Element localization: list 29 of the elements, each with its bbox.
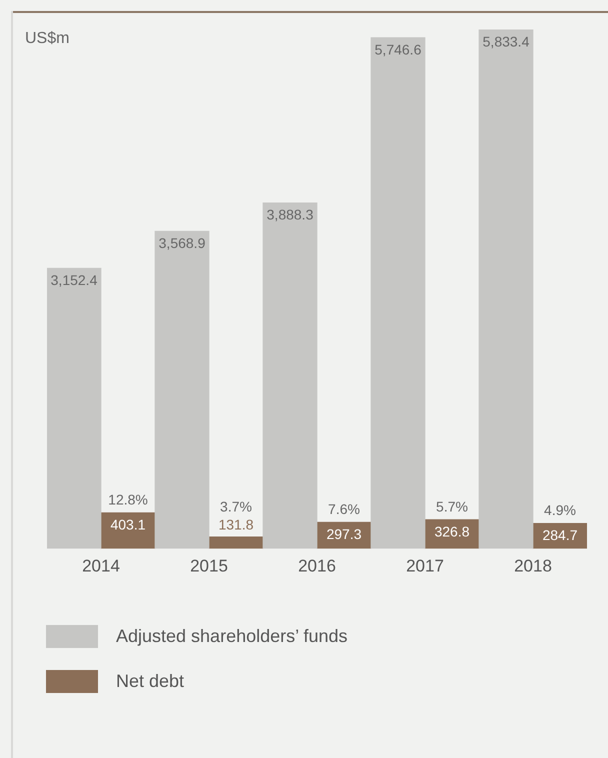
x-tick-label: 2018 (514, 556, 552, 576)
bar (262, 202, 318, 549)
x-tick-label: 2016 (298, 556, 336, 576)
x-tick-label: 2014 (82, 556, 120, 576)
data-label: 297.3 (326, 526, 362, 542)
annotation: 12.8% (108, 492, 148, 508)
annotation: 3.7% (220, 498, 252, 515)
x-tick-label: 2017 (406, 556, 444, 576)
annotation: 5.7% (436, 498, 468, 514)
annotation: 4.9% (544, 502, 576, 518)
y-axis-title: US$m (25, 30, 70, 48)
data-label: 5,833.4 (482, 34, 530, 50)
legend-label: Net debt (116, 671, 184, 692)
data-label: 3,568.9 (158, 235, 206, 252)
bar (208, 536, 264, 549)
bar (478, 29, 534, 549)
bar (154, 230, 210, 549)
bar (370, 37, 426, 549)
bar (47, 268, 102, 549)
legend-label: Adjusted shareholders’ funds (116, 626, 348, 647)
data-label: 326.8 (434, 523, 470, 540)
annotation: 7.6% (328, 501, 360, 518)
data-label: 3,888.3 (266, 206, 314, 223)
data-label: 403.1 (110, 516, 146, 533)
x-tick-label: 2015 (190, 556, 228, 576)
data-label: 131.8 (218, 516, 254, 533)
data-label: 3,152.4 (50, 272, 98, 288)
data-label: 5,746.6 (374, 41, 422, 58)
data-label: 284.7 (542, 527, 578, 544)
